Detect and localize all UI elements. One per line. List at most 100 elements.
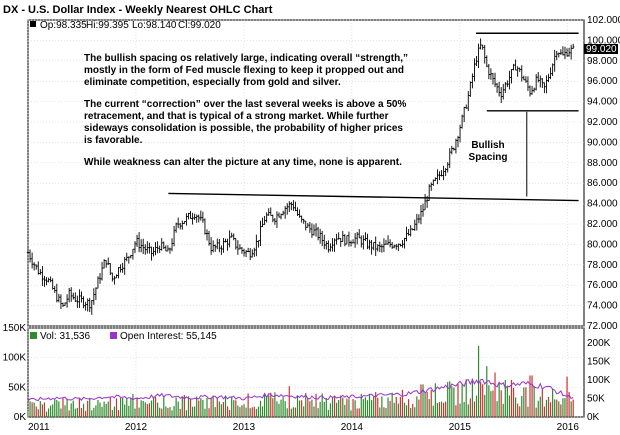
volume-bar xyxy=(89,397,91,417)
volume-bar xyxy=(179,408,181,417)
annotation-line: sideways consolidation is possible, the … xyxy=(84,123,403,134)
volume-bar xyxy=(43,402,46,417)
volume-bar xyxy=(41,404,44,417)
volume-bar xyxy=(461,383,463,417)
quote-low: Lo:98.140 xyxy=(132,20,177,31)
x-tick-label: 2016 xyxy=(557,422,580,433)
volume-bar xyxy=(210,397,212,417)
volume-bar xyxy=(239,407,241,417)
volume-bar xyxy=(467,404,469,417)
volume-bar xyxy=(70,403,72,417)
volume-bar xyxy=(272,398,274,417)
volume-bar xyxy=(331,396,334,417)
volume-bar xyxy=(233,400,235,417)
volume-bar xyxy=(449,381,451,417)
volume-bar xyxy=(356,408,358,417)
volume-bar xyxy=(420,384,422,417)
volume-bar xyxy=(150,400,153,417)
volume-bar xyxy=(259,400,262,417)
last-price-badge: 99.020 xyxy=(584,44,618,55)
volume-bar xyxy=(535,407,537,417)
x-tick-label: 2013 xyxy=(233,422,256,433)
price-panel: 72.000 74.000 76.000 78.000 80.000 82.000 84.0… xyxy=(26,15,620,332)
volume-bar xyxy=(537,400,539,417)
volume-bar xyxy=(288,386,290,417)
volume-bar xyxy=(436,403,439,417)
volume-bar xyxy=(97,399,99,417)
volume-bar xyxy=(130,397,132,417)
volume-bar xyxy=(119,397,122,417)
volume-bar xyxy=(315,393,317,417)
spacing-label: Spacing xyxy=(469,152,508,163)
volume-bar xyxy=(327,409,329,417)
volume-bar xyxy=(422,384,424,417)
annotation-line: mostly in the form of Fed muscle flexing… xyxy=(84,65,404,76)
volume-bar xyxy=(142,400,144,417)
volume-bar xyxy=(375,392,377,417)
volume-bar xyxy=(504,379,506,417)
volume-bar xyxy=(490,391,492,417)
volume-bar xyxy=(189,398,192,417)
price-bars xyxy=(26,38,575,315)
volume-bar xyxy=(477,345,480,417)
trend-line-support xyxy=(168,192,579,202)
volume-bar xyxy=(229,410,231,417)
volume-bar xyxy=(169,407,171,417)
volume-bar xyxy=(319,401,321,417)
volume-bar xyxy=(533,385,535,417)
volume-bar xyxy=(572,399,574,417)
volume-bar xyxy=(403,402,406,417)
volume-bar xyxy=(282,397,284,417)
volume-bar xyxy=(115,398,118,417)
volume-bar xyxy=(329,403,332,417)
x-tick-label: 2015 xyxy=(449,422,472,433)
volume-bar xyxy=(237,405,239,417)
volume-bar xyxy=(298,400,301,417)
volume-bar xyxy=(274,392,276,417)
x-tick-label: 2014 xyxy=(341,422,364,433)
volume-bar xyxy=(111,410,113,417)
volume-bar xyxy=(360,393,362,417)
volume-bar xyxy=(68,410,70,417)
volume-bar xyxy=(200,398,202,417)
volume-bar xyxy=(91,410,93,417)
volume-bar xyxy=(241,405,243,417)
volume-bar xyxy=(50,405,52,417)
volume-bar xyxy=(408,399,410,417)
volume-bar xyxy=(525,387,527,417)
volume-bar xyxy=(185,410,188,417)
annotation-line: While weakness can alter the picture at … xyxy=(84,157,402,168)
volume-bar xyxy=(261,406,264,417)
volume-bar xyxy=(253,406,255,417)
volume-bar xyxy=(181,396,183,417)
volume-bar xyxy=(212,395,214,417)
volume-bar xyxy=(113,406,116,417)
volume-bar xyxy=(338,399,340,417)
volume-bar xyxy=(208,408,210,417)
volume-bar xyxy=(292,407,295,417)
volume-bar xyxy=(52,404,54,417)
volume-bar xyxy=(39,401,41,417)
volume-bar xyxy=(64,405,66,417)
volume-bar xyxy=(379,407,381,417)
volume-axis-left: 0K 50K 100K 150K xyxy=(3,323,27,423)
volume-bar xyxy=(214,407,216,417)
x-tick-label: 2011 xyxy=(28,422,50,433)
x-tick-label: 2012 xyxy=(125,422,148,433)
volume-bar xyxy=(502,403,504,417)
volume-bar xyxy=(60,408,62,417)
volume-bar xyxy=(442,402,445,417)
volume-bar xyxy=(498,381,500,417)
volume-bar xyxy=(231,396,233,417)
volume-bar xyxy=(340,395,342,417)
volume-bar xyxy=(397,403,399,417)
volume-bar xyxy=(414,407,416,417)
volume-bar xyxy=(354,400,356,417)
open-interest-line xyxy=(27,378,574,402)
volume-bar xyxy=(45,411,48,417)
annotation-line: eliminate competition, especially from g… xyxy=(84,77,341,88)
price-tick-label: 92.000 xyxy=(587,117,618,128)
volume-bar xyxy=(486,366,488,417)
volume-bar xyxy=(482,384,484,417)
volume-bar xyxy=(549,402,552,417)
